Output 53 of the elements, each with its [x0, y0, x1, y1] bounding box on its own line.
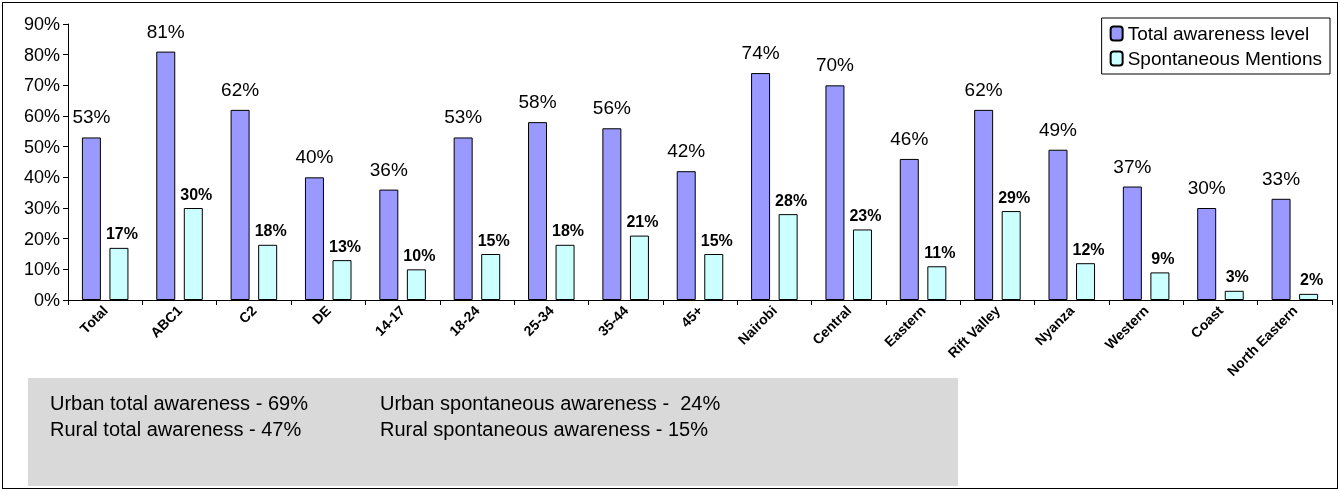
data-label: 53% — [444, 106, 483, 128]
data-label: 17% — [105, 225, 138, 243]
data-label: 56% — [592, 97, 631, 119]
text: Rural total awareness - 47% — [50, 417, 303, 442]
y-tick-label: 80% — [23, 44, 60, 65]
data-label: 36% — [369, 158, 408, 180]
y-tick-label: 30% — [23, 198, 60, 218]
data-label: 12% — [1072, 240, 1105, 258]
x-tick-label: DE — [308, 302, 334, 328]
data-label: 15% — [477, 231, 510, 249]
data-label: 9% — [1151, 249, 1175, 267]
y-tick-label: 10% — [23, 259, 60, 280]
data-label: 18% — [254, 222, 287, 240]
data-label: 30% — [180, 185, 213, 203]
data-label: 30% — [1187, 177, 1226, 198]
data-label: 21% — [626, 213, 659, 231]
data-label: 18% — [552, 222, 585, 240]
data-label: 81% — [146, 20, 185, 42]
data-label: 3% — [1225, 268, 1249, 286]
y-tick-label: 20% — [23, 228, 60, 249]
data-label: 2% — [1300, 271, 1324, 289]
data-label: 42% — [667, 140, 706, 162]
y-tick-label: 50% — [23, 136, 60, 157]
data-label: 37% — [1113, 155, 1152, 177]
data-label: 62% — [964, 78, 1003, 100]
y-tick-label: 0% — [33, 290, 60, 310]
data-label: 10% — [403, 246, 436, 264]
y-tick-label: 90% — [23, 14, 60, 34]
x-tick-label: 45+ — [677, 302, 706, 331]
data-label: 33% — [1262, 167, 1301, 189]
data-label: 23% — [849, 206, 882, 224]
data-label: 11% — [924, 243, 956, 261]
data-label: 62% — [221, 78, 260, 100]
data-label: 53% — [72, 106, 111, 128]
data-label: 15% — [700, 231, 733, 249]
data-label: 40% — [295, 146, 334, 168]
y-tick-label: 60% — [23, 106, 60, 126]
data-label: 70% — [815, 54, 855, 76]
text: Rural spontaneous awareness - 15% — [380, 417, 709, 442]
data-label: 58% — [518, 91, 557, 113]
y-tick-label: 40% — [23, 167, 60, 188]
data-label: 74% — [741, 42, 780, 64]
data-label: 13% — [328, 237, 362, 255]
legend-label: Total awareness level — [1127, 23, 1310, 44]
legend-label: Spontaneous Mentions — [1127, 48, 1323, 69]
data-label: 29% — [998, 188, 1031, 206]
x-tick-label: C2 — [235, 302, 260, 327]
text: Urban spontaneous awareness - 24% — [380, 391, 722, 416]
data-label: 49% — [1038, 118, 1078, 140]
data-label: 28% — [775, 191, 808, 209]
text: Urban total awareness - 69% — [50, 391, 309, 416]
y-tick-label: 70% — [23, 75, 60, 96]
data-label: 46% — [890, 127, 929, 149]
